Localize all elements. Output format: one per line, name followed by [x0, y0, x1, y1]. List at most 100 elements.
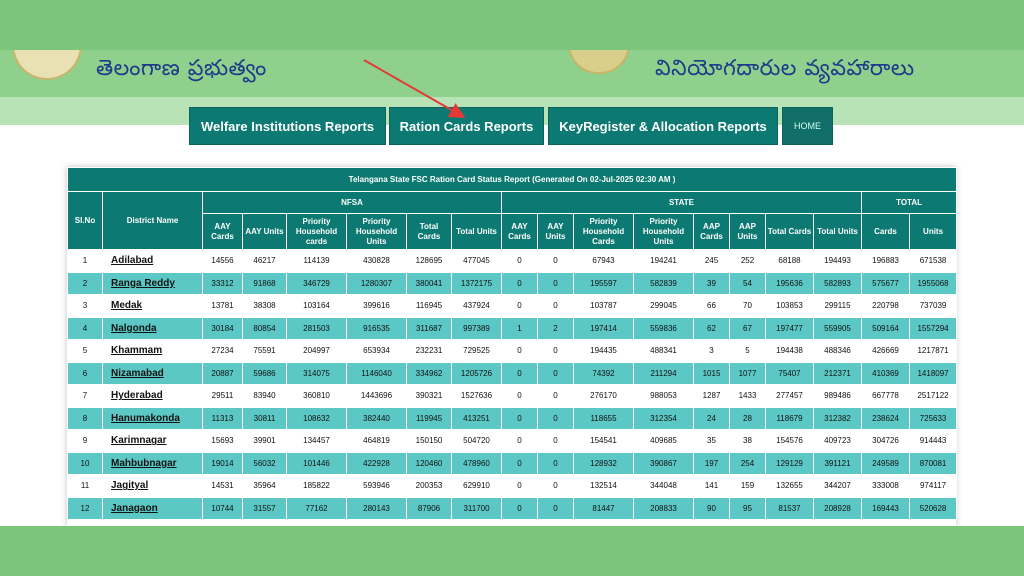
nav-welfare-institutions-reports[interactable]: Welfare Institutions Reports [189, 107, 386, 145]
table-cell: 344207 [813, 474, 862, 498]
table-row: 4 Nalgonda 30184 80854 281503 916535 311687 997… [67, 316, 958, 340]
report-body: 1 Adilabad 14556 46217 114139 430828 128695 477… [67, 249, 958, 520]
table-cell: 108632 [286, 406, 347, 430]
table-cell: 314075 [286, 361, 347, 385]
table-cell: 0 [537, 496, 574, 520]
table-cell: 478960 [451, 451, 502, 475]
table-cell: 464819 [346, 429, 407, 453]
table-cell: 653934 [346, 339, 407, 363]
district-link[interactable]: Janagaon [102, 496, 203, 520]
row-number: 6 [67, 361, 103, 385]
table-row: 3 Medak 13781 38308 103164 399616 116945 437924… [67, 294, 958, 318]
table-cell: 70 [729, 294, 766, 318]
subheader-state-ph-cards: Priority Household Cards [573, 213, 634, 250]
district-link[interactable]: Jagityal [102, 474, 203, 498]
table-cell: 0 [537, 249, 574, 273]
table-cell: 15693 [202, 429, 243, 453]
district-link[interactable]: Nizamabad [102, 361, 203, 385]
table-cell: 120460 [406, 451, 452, 475]
table-cell: 14556 [202, 249, 243, 273]
district-link[interactable]: Medak [102, 294, 203, 318]
table-cell: 169443 [861, 496, 910, 520]
table-cell: 154541 [573, 429, 634, 453]
table-cell: 1433 [729, 384, 766, 408]
subheader-state-aap-cards: AAP Cards [693, 213, 730, 250]
table-row: 6 Nizamabad 20887 59686 314075 1146040 334962 1… [67, 361, 958, 385]
table-cell: 35 [693, 429, 730, 453]
table-cell: 1372175 [451, 271, 502, 295]
table-cell: 382440 [346, 406, 407, 430]
nav-keyregister-allocation-reports[interactable]: KeyRegister & Allocation Reports [548, 107, 778, 145]
table-cell: 11313 [202, 406, 243, 430]
district-link[interactable]: Mahbubnagar [102, 451, 203, 475]
nav-ration-cards-reports[interactable]: Ration Cards Reports [389, 107, 544, 145]
district-link[interactable]: Khammam [102, 339, 203, 363]
district-link[interactable]: Ranga Reddy [102, 271, 203, 295]
table-cell: 0 [501, 271, 538, 295]
table-cell: 0 [537, 451, 574, 475]
table-cell: 575677 [861, 271, 910, 295]
table-cell: 211294 [633, 361, 694, 385]
table-cell: 1217871 [908, 339, 958, 363]
row-number: 8 [67, 406, 103, 430]
table-cell: 333008 [861, 474, 910, 498]
subheader-state-aay-cards: AAY Cards [501, 213, 538, 250]
web-page: తెలంగాణ ప్రభుత్వం వినియోగదారుల వ్యవహారాల… [0, 50, 1024, 526]
table-cell: 0 [501, 384, 538, 408]
table-cell: 2517122 [908, 384, 958, 408]
table-cell: 0 [501, 361, 538, 385]
table-cell: 128932 [573, 451, 634, 475]
report-table: Telangana State FSC Ration Card Status R… [66, 167, 958, 520]
table-cell: 916535 [346, 316, 407, 340]
subheader-total-cards: Cards [861, 213, 910, 250]
table-cell: 197477 [765, 316, 814, 340]
table-cell: 252 [729, 249, 766, 273]
table-cell: 1280307 [346, 271, 407, 295]
table-cell: 430828 [346, 249, 407, 273]
ration-card-status-report: Telangana State FSC Ration Card Status R… [66, 167, 958, 526]
table-cell: 194435 [573, 339, 634, 363]
table-cell: 390867 [633, 451, 694, 475]
table-row: 10 Mahbubnagar 19014 56032 101446 422928 12046… [67, 451, 958, 475]
table-cell: 0 [501, 451, 538, 475]
table-cell: 20887 [202, 361, 243, 385]
table-cell: 1146040 [346, 361, 407, 385]
table-cell: 0 [501, 249, 538, 273]
table-cell: 914443 [908, 429, 958, 453]
table-cell: 974117 [908, 474, 958, 498]
table-cell: 14531 [202, 474, 243, 498]
table-cell: 35964 [242, 474, 287, 498]
table-cell: 488346 [813, 339, 862, 363]
table-cell: 391121 [813, 451, 862, 475]
district-link[interactable]: Adilabad [102, 249, 203, 273]
header-state: STATE [501, 191, 862, 214]
table-cell: 75407 [765, 361, 814, 385]
district-link[interactable]: Hyderabad [102, 384, 203, 408]
table-cell: 989486 [813, 384, 862, 408]
table-cell: 103787 [573, 294, 634, 318]
table-cell: 311687 [406, 316, 452, 340]
table-cell: 10744 [202, 496, 243, 520]
table-cell: 0 [501, 474, 538, 498]
table-cell: 31557 [242, 496, 287, 520]
telangana-emblem-icon [12, 50, 82, 80]
row-number: 11 [67, 474, 103, 498]
table-cell: 390321 [406, 384, 452, 408]
table-cell: 66 [693, 294, 730, 318]
district-link[interactable]: Karimnagar [102, 429, 203, 453]
table-cell: 0 [537, 384, 574, 408]
table-cell: 1557294 [908, 316, 958, 340]
table-cell: 114139 [286, 249, 347, 273]
table-cell: 1955068 [908, 271, 958, 295]
nav-home[interactable]: HOME [782, 107, 833, 145]
table-row: 7 Hyderabad 29511 83940 360810 1443696 390321 1… [67, 384, 958, 408]
district-link[interactable]: Nalgonda [102, 316, 203, 340]
subheader-nfsa-aay-cards: AAY Cards [202, 213, 243, 250]
table-cell: 238624 [861, 406, 910, 430]
table-cell: 91868 [242, 271, 287, 295]
table-cell: 129129 [765, 451, 814, 475]
table-cell: 116945 [406, 294, 452, 318]
table-cell: 1418097 [908, 361, 958, 385]
district-link[interactable]: Hanumakonda [102, 406, 203, 430]
table-cell: 0 [501, 406, 538, 430]
